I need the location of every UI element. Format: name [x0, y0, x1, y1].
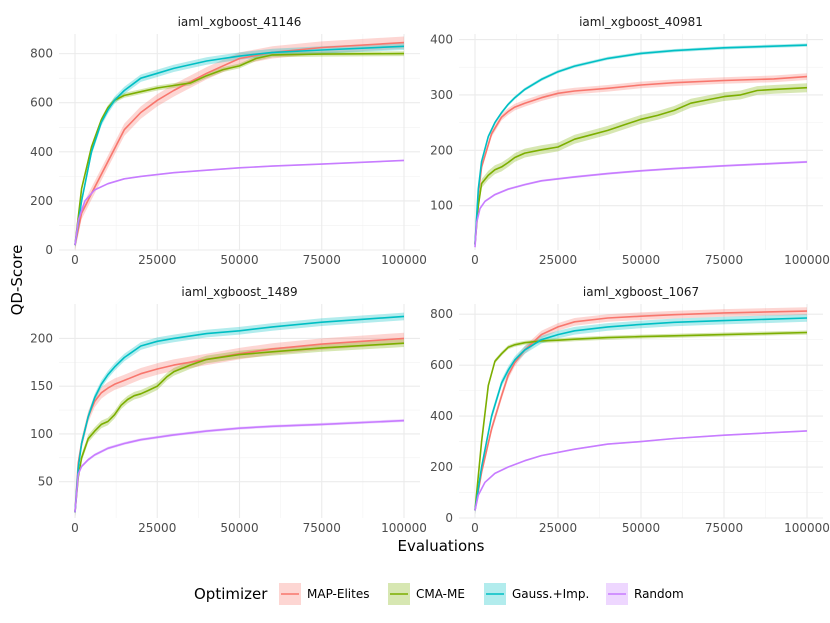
y-tick-label: 800 — [30, 47, 53, 61]
x-tick-label: 75000 — [705, 253, 743, 267]
y-tick-label: 0 — [45, 243, 53, 257]
gauss-imp-line — [74, 45, 405, 246]
cma-me-line — [74, 52, 405, 246]
gridlines — [59, 34, 420, 251]
legend-entry-map-elites: MAP-Elites — [279, 583, 369, 605]
gauss-imp-line — [74, 315, 405, 513]
x-tick-label: 0 — [71, 253, 79, 267]
x-tick-label: 25000 — [138, 521, 176, 535]
x-tick-label: 100000 — [381, 253, 427, 267]
cma-me-band — [475, 83, 807, 249]
cma-me-line — [74, 342, 405, 513]
series-layer — [74, 312, 405, 518]
y-tick-label: 200 — [430, 460, 453, 474]
y-tick-label: 200 — [30, 331, 53, 345]
panel-title: iaml_xgboost_41146 — [178, 15, 302, 29]
cma-me-line — [474, 86, 808, 245]
legend-entry-gauss-imp: Gauss.+Imp. — [484, 583, 589, 605]
cma-me-band — [75, 339, 404, 517]
y-tick-label: 200 — [30, 194, 53, 208]
series-layer — [474, 307, 808, 515]
x-tick-label: 75000 — [303, 521, 341, 535]
panel-title: iaml_xgboost_1067 — [583, 285, 699, 299]
panel-title: iaml_xgboost_40981 — [579, 15, 703, 29]
random-line — [74, 419, 405, 513]
x-tick-label: 50000 — [220, 253, 258, 267]
panel-2: iaml_xgboost_40981 0 25000 50000 75000 100000… — [430, 15, 830, 267]
x-tick-label: 0 — [71, 521, 79, 535]
series-layer — [474, 43, 808, 249]
gauss-imp-line — [474, 44, 808, 245]
y-tick-label: 800 — [430, 307, 453, 321]
y-tick-label: 100 — [430, 199, 453, 213]
x-tick-label: 25000 — [539, 521, 577, 535]
legend-entry-cma-me: CMA-ME — [388, 583, 465, 605]
cma-me-line — [474, 331, 808, 511]
y-tick-label: 400 — [30, 145, 53, 159]
gridlines — [459, 34, 823, 250]
x-tick-label: 100000 — [381, 521, 427, 535]
y-tick-label: 400 — [430, 33, 453, 47]
legend-title: Optimizer — [194, 585, 268, 603]
legend: Optimizer MAP-Elites CMA-ME Gauss.+Imp. Ran… — [194, 583, 684, 605]
x-tick-label: 100000 — [784, 521, 830, 535]
x-tick-label: 75000 — [303, 253, 341, 267]
y-tick-label: 150 — [30, 379, 53, 393]
map-elites-line — [474, 310, 808, 511]
panel-3: iaml_xgboost_1489 0 25000 50000 75000 100000 5… — [30, 285, 427, 535]
x-tick-label: 50000 — [622, 253, 660, 267]
x-tick-label: 25000 — [539, 253, 577, 267]
x-axis-title: Evaluations — [398, 537, 485, 555]
map-elites-line — [474, 75, 808, 245]
y-tick-label: 300 — [430, 88, 453, 102]
y-tick-label: 50 — [38, 475, 53, 489]
random-line — [74, 159, 405, 246]
cma-me-band — [475, 330, 807, 513]
legend-label: Random — [634, 587, 684, 601]
x-tick-label: 0 — [471, 521, 479, 535]
y-tick-label: 200 — [430, 143, 453, 157]
panel-title: iaml_xgboost_1489 — [181, 285, 297, 299]
y-tick-label: 0 — [445, 511, 453, 525]
x-tick-label: 50000 — [622, 521, 660, 535]
random-line — [474, 430, 808, 511]
legend-label: CMA-ME — [416, 587, 465, 601]
panel-1: iaml_xgboost_41146 0 25000 50000 75000 100000… — [30, 15, 427, 267]
y-tick-label: 400 — [430, 409, 453, 423]
gauss-imp-line — [474, 317, 808, 511]
x-tick-label: 50000 — [220, 521, 258, 535]
random-line — [474, 161, 808, 248]
legend-entry-random: Random — [606, 583, 684, 605]
x-tick-label: 25000 — [138, 253, 176, 267]
x-tick-label: 75000 — [705, 521, 743, 535]
series-layer — [74, 36, 405, 252]
y-tick-label: 600 — [30, 96, 53, 110]
legend-label: MAP-Elites — [307, 587, 369, 601]
gridlines — [59, 304, 420, 518]
legend-entries: MAP-Elites CMA-ME Gauss.+Imp. Random — [279, 583, 684, 605]
y-tick-label: 600 — [430, 358, 453, 372]
y-axis-title: QD-Score — [8, 245, 26, 316]
legend-label: Gauss.+Imp. — [512, 587, 589, 601]
x-tick-label: 0 — [471, 253, 479, 267]
panel-4: iaml_xgboost_1067 0 25000 50000 75000 100000 0… — [430, 285, 830, 535]
x-tick-label: 100000 — [784, 253, 830, 267]
y-tick-label: 100 — [30, 427, 53, 441]
